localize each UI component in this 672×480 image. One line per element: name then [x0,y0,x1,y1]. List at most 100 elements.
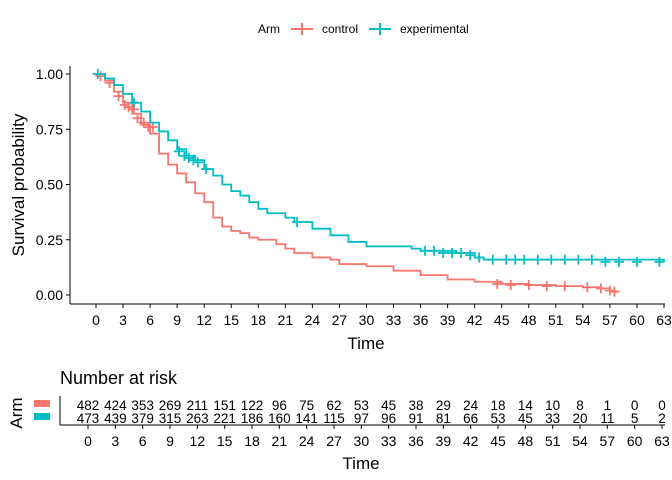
risk-x-tick-label: 18 [244,433,260,449]
x-tick-label: 3 [119,312,127,328]
censor-mark-control [113,91,124,102]
curve-experimental [96,73,665,262]
censor-mark-experimental [546,254,557,265]
risk-value-experimental: 97 [354,411,369,426]
censor-mark-experimental [183,152,194,163]
censor-mark-experimental [200,164,211,175]
x-tick-label: 39 [440,312,456,328]
censor-mark-experimental [532,254,543,265]
censor-mark-experimental [188,155,199,166]
censor-mark-experimental [487,254,498,265]
risk-value-control: 0 [631,398,639,413]
risk-x-tick-label: 39 [436,433,452,449]
survival-curves [92,69,665,297]
risk-x-tick-label: 0 [84,433,92,449]
risk-value-control: 96 [272,398,287,413]
x-tick-label: 9 [173,312,181,328]
risk-x-tick-label: 57 [600,433,616,449]
risk-value-control: 38 [408,398,423,413]
censor-mark-experimental [501,254,512,265]
censor-mark-control [505,280,516,291]
censor-mark-control [138,117,149,128]
risk-x-tick-label: 30 [354,433,370,449]
risk-value-control: 8 [576,398,584,413]
x-tick-label: 6 [146,312,154,328]
censor-mark-control [492,278,503,289]
censor-mark-experimental [600,256,611,267]
censor-mark-control [595,283,606,294]
risk-swatch-control [34,400,50,407]
legend-entry-control: control [291,22,358,36]
risk-rows: 482 424 353 269 211 151 122 96 75 62 53 45 38 29 24 18 1… [77,398,666,426]
censor-mark-experimental [192,157,203,168]
censor-mark-control [132,113,143,124]
risk-value-control: 18 [490,398,505,413]
censor-mark-experimental [429,245,440,256]
censor-mark-experimental [465,250,476,261]
x-tick-label: 60 [629,312,645,328]
legend-label-experimental: experimental [400,22,469,36]
x-tick-label: 24 [305,312,321,328]
censor-mark-control [541,281,552,292]
risk-x-tick-label: 48 [518,433,534,449]
x-tick-label: 51 [548,312,564,328]
risk-x-tick-label: 12 [190,433,206,449]
risk-x-tick-label: 9 [166,433,174,449]
legend-entry-experimental: experimental [369,22,469,36]
risk-value-control: 10 [545,398,560,413]
risk-swatch-experimental [34,413,50,420]
risk-x-tick-label: 63 [654,433,670,449]
risk-value-control: 1 [604,398,612,413]
x-tick-label: 21 [278,312,294,328]
censor-mark-experimental [456,248,467,259]
risk-x-tick-label: 60 [627,433,643,449]
x-tick-label: 33 [386,312,402,328]
risk-x-tick-label: 15 [217,433,233,449]
risk-value-experimental: 315 [159,411,182,426]
x-tick-label: 48 [521,312,537,328]
censor-mark-control [604,285,615,296]
risk-x-tick-label: 36 [408,433,424,449]
x-ticks: 0 3 6 9 12 15 18 21 24 27 30 33 36 39 42 45 48 51 54 57 60 63 [92,304,672,328]
risk-value-control: 29 [436,398,451,413]
risk-x-tick-label: 24 [299,433,315,449]
censor-mark-experimental [510,254,521,265]
legend-title: Arm [258,22,280,36]
legend-label-control: control [322,22,358,36]
x-tick-label: 15 [223,312,239,328]
risk-value-experimental: 11 [600,411,614,426]
risk-value-control: 45 [381,398,396,413]
risk-value-experimental: 66 [463,411,478,426]
risk-x-tick-label: 27 [326,433,342,449]
censor-mark-experimental [438,248,449,259]
censor-mark-experimental [292,217,303,228]
x-axis-title: Time [347,334,384,353]
risk-value-control: 122 [241,398,264,413]
y-tick-label: 1.00 [36,66,63,82]
x-tick-label: 12 [196,312,212,328]
risk-value-experimental: 160 [268,411,291,426]
risk-value-experimental: 96 [381,411,396,426]
risk-value-control: 75 [299,398,314,413]
y-tick-label: 0.75 [36,121,63,137]
censor-mark-control [147,122,158,133]
curve-control [96,73,619,293]
x-tick-label: 54 [575,312,591,328]
censor-mark-experimental [447,248,458,259]
censor-mark-experimental [559,254,570,265]
risk-value-control: 151 [213,398,236,413]
censor-mark-experimental [573,254,584,265]
censor-mark-experimental [613,256,624,267]
x-tick-label: 27 [332,312,348,328]
risk-x-ticks: 0 3 6 9 12 15 18 21 24 27 30 33 36 39 42 45 48 51 54 57 60 63 [84,425,670,449]
censor-mark-experimental [586,254,597,265]
censor-mark-experimental [654,256,665,267]
risk-x-tick-label: 33 [381,433,397,449]
risk-table-x-title: Time [342,454,379,473]
risk-value-experimental: 186 [241,411,264,426]
risk-x-tick-label: 6 [139,433,147,449]
risk-x-tick-label: 54 [572,433,588,449]
censor-mark-experimental [128,97,139,108]
censor-mark-experimental [420,245,431,256]
censor-mark-control [123,102,134,113]
